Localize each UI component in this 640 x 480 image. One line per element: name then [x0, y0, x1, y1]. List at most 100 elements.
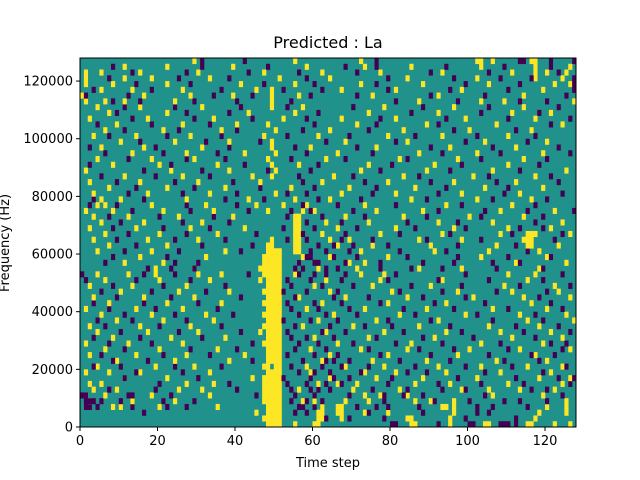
heatmap-cell-high	[370, 242, 375, 249]
heatmap-cell-high	[552, 386, 557, 393]
heatmap-cell-low	[258, 184, 263, 191]
heatmap-cell-high	[269, 392, 275, 399]
heatmap-cell-low	[324, 311, 329, 318]
heatmap-cell-low	[173, 236, 178, 243]
heatmap-cell-high	[269, 265, 275, 272]
heatmap-cell-low	[215, 150, 220, 157]
heatmap-cell-high	[366, 398, 371, 405]
heatmap-cell-high	[269, 403, 275, 411]
heatmap-cell-high	[269, 248, 275, 255]
heatmap-cell-low	[126, 156, 131, 163]
heatmap-cell-high	[269, 386, 275, 393]
heatmap-cell-high	[386, 352, 391, 359]
heatmap-cell-high	[269, 317, 275, 324]
heatmap-cell-high	[297, 92, 302, 99]
heatmap-cell-low	[254, 392, 259, 399]
heatmap-cell-low	[308, 207, 313, 214]
heatmap-cell-high	[498, 207, 503, 214]
heatmap-cell-low	[122, 127, 127, 134]
heatmap-cell-high	[196, 69, 201, 76]
heatmap-cell-high	[533, 115, 538, 122]
heatmap-cell-high	[196, 271, 201, 278]
heatmap-cell-low	[118, 363, 123, 370]
heatmap-cell-high	[300, 104, 306, 111]
heatmap-cell-high	[269, 380, 275, 387]
heatmap-cell-low	[490, 403, 495, 411]
heatmap-cell-high	[320, 300, 325, 307]
heatmap-cell-low	[262, 196, 267, 203]
y-tick-label: 100000	[23, 132, 73, 147]
heatmap-cell-high	[343, 294, 348, 301]
heatmap-cell-low	[223, 196, 228, 203]
heatmap-cell-low	[223, 236, 228, 243]
heatmap-cell-low	[498, 340, 503, 347]
heatmap-cell-high	[111, 403, 116, 411]
heatmap-cell-high	[231, 63, 236, 70]
heatmap-cell-high	[266, 156, 271, 163]
heatmap-cell-high	[118, 138, 123, 145]
heatmap-cell-high	[343, 213, 348, 220]
heatmap-cell-low	[200, 334, 205, 341]
heatmap-cell-high	[529, 230, 534, 238]
heatmap-cell-low	[545, 156, 550, 163]
heatmap-cell-low	[293, 323, 298, 330]
heatmap-cell-high	[362, 305, 368, 312]
heatmap-cell-high	[521, 156, 526, 163]
heatmap-cell-high	[277, 363, 282, 370]
heatmap-cell-low	[514, 323, 519, 330]
x-tick-label: 20	[149, 434, 166, 449]
heatmap-cell-low	[308, 254, 313, 261]
heatmap-cell-low	[250, 357, 255, 364]
heatmap-cell-high	[188, 323, 193, 330]
heatmap-cell-high	[269, 357, 275, 364]
heatmap-cell-high	[393, 190, 399, 197]
heatmap-cell-high	[564, 259, 569, 266]
heatmap-cell-high	[514, 179, 519, 186]
heatmap-cell-high	[312, 398, 317, 405]
heatmap-cell-low	[386, 242, 391, 249]
heatmap-cell-high	[126, 213, 131, 220]
heatmap-cell-high	[114, 357, 120, 364]
heatmap-cell-high	[517, 386, 523, 393]
heatmap-cell-high	[87, 179, 92, 186]
heatmap-cell-low	[568, 328, 573, 336]
heatmap-cell-low	[556, 104, 561, 111]
heatmap-cell-high	[393, 225, 399, 232]
heatmap-cell-high	[521, 92, 526, 99]
heatmap-cell-high	[273, 167, 278, 174]
heatmap-cell-low	[293, 265, 298, 272]
heatmap-cell-low	[390, 323, 395, 330]
heatmap-cell-high	[273, 288, 278, 295]
heatmap-cell-low	[83, 398, 89, 405]
heatmap-cell-high	[436, 317, 441, 324]
heatmap-cell-high	[192, 58, 197, 65]
heatmap-cell-low	[374, 58, 379, 65]
heatmap-cell-high	[452, 179, 457, 186]
heatmap-cell-high	[529, 196, 534, 203]
heatmap-cell-low	[331, 375, 337, 382]
heatmap-cell-low	[304, 398, 309, 405]
heatmap-cell-high	[219, 127, 224, 134]
y-tick-label: 40000	[32, 305, 73, 320]
heatmap-cell-low	[312, 369, 317, 376]
heatmap-cell-low	[227, 380, 232, 387]
x-axis-label: Time step	[295, 456, 360, 471]
heatmap-cell-high	[397, 156, 402, 163]
heatmap-cell-low	[545, 288, 550, 295]
heatmap-cell-high	[548, 369, 554, 376]
heatmap-cell-high	[320, 357, 325, 364]
heatmap-cell-low	[83, 92, 89, 99]
heatmap-cell-high	[490, 58, 495, 65]
heatmap-cell-high	[378, 277, 383, 284]
heatmap-cell-low	[517, 225, 523, 232]
heatmap-cell-low	[300, 179, 306, 186]
heatmap-cell-low	[250, 242, 255, 249]
heatmap-cell-high	[277, 305, 282, 312]
heatmap-cell-low	[300, 127, 306, 134]
heatmap-cell-low	[223, 282, 228, 289]
heatmap-cell-low	[374, 63, 379, 70]
heatmap-cell-low	[192, 398, 197, 405]
heatmap-cell-low	[184, 202, 189, 209]
heatmap-cell-low	[281, 86, 286, 93]
